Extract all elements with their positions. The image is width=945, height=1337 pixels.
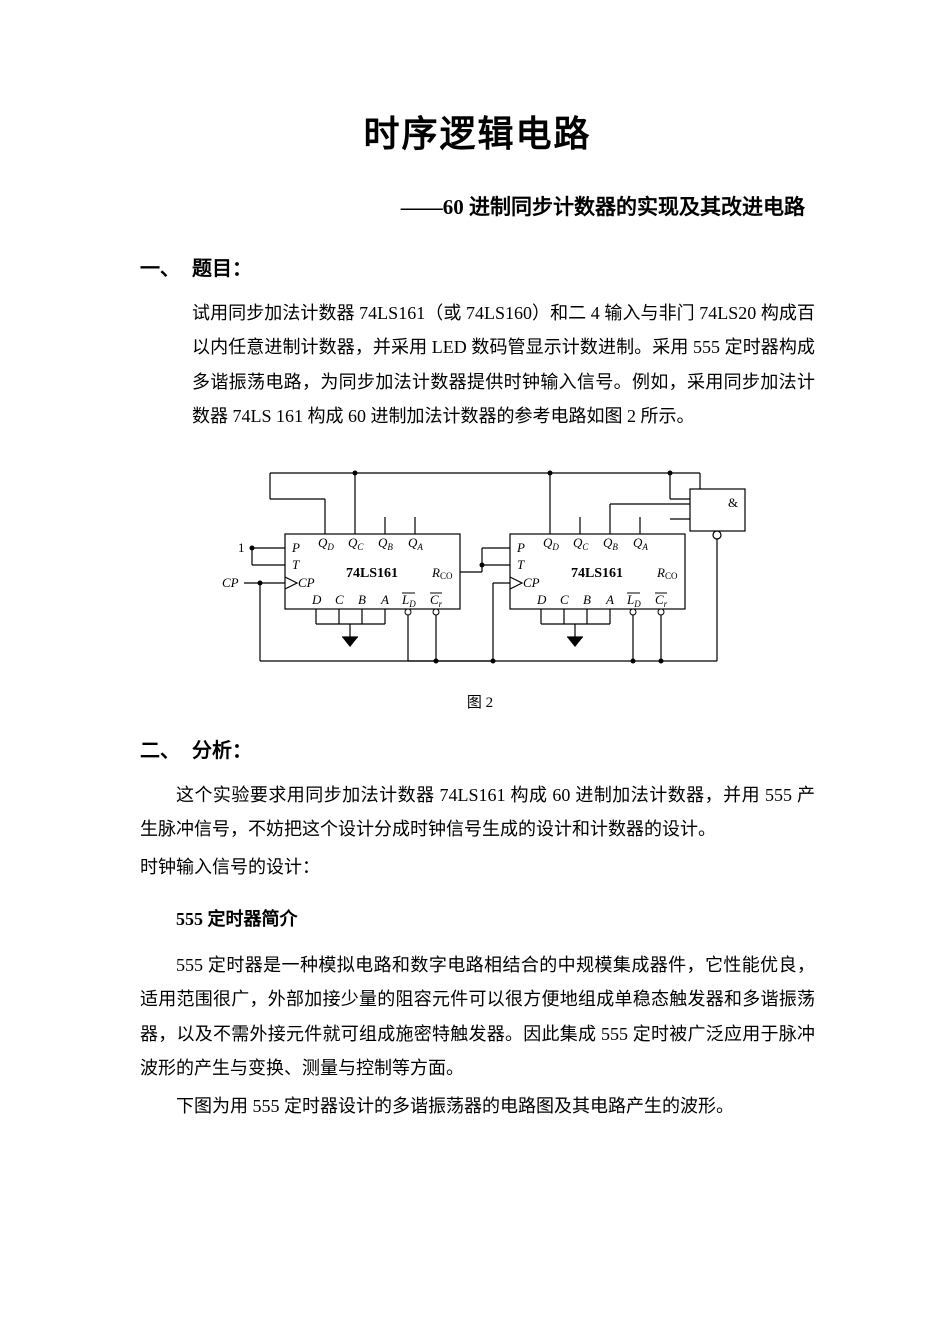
figure-2-caption: 图 2 — [200, 689, 760, 718]
section-2-num: 二、 — [140, 732, 192, 770]
svg-text:QB: QB — [378, 535, 393, 552]
svg-text:B: B — [583, 592, 591, 607]
svg-text:CP: CP — [298, 575, 315, 590]
svg-text:QD: QD — [318, 535, 334, 552]
page: 时序逻辑电路 ——60 进制同步计数器的实现及其改进电路 一、题目： 试用同步加… — [0, 0, 945, 1337]
section-1-num: 一、 — [140, 250, 192, 288]
page-title: 时序逻辑电路 — [140, 100, 815, 168]
chip-1: 74LS161 QD QC QB QA P T CP — [285, 517, 460, 647]
svg-text:T: T — [292, 557, 300, 572]
section-1-body: 试用同步加法计数器 74LS161（或 74LS160）和二 4 输入与非门 7… — [192, 296, 815, 433]
label-cp: CP — [222, 575, 239, 590]
svg-text:LD: LD — [626, 592, 641, 609]
section-2-subheading: 555 定时器简介 — [140, 902, 815, 936]
figure-2-diagram: 74LS161 QD QC QB QA P T CP — [200, 449, 760, 679]
svg-text:P: P — [516, 540, 525, 555]
svg-text:P: P — [291, 540, 300, 555]
chip-1-name: 74LS161 — [346, 566, 398, 581]
section-2-p3: 555 定时器是一种模拟电路和数字电路相结合的中规模集成器件，它性能优良，适用范… — [140, 948, 815, 1085]
section-1-label: 题目： — [192, 258, 252, 280]
svg-text:LD: LD — [401, 592, 416, 609]
section-2-p1: 这个实验要求用同步加法计数器 74LS161 构成 60 进制加法计数器，并用 … — [140, 778, 815, 846]
svg-text:QC: QC — [573, 535, 589, 552]
section-2-p2: 时钟输入信号的设计： — [140, 850, 815, 884]
svg-text:RCO: RCO — [656, 565, 678, 581]
svg-text:D: D — [311, 592, 322, 607]
label-one: 1 — [238, 540, 245, 555]
chip-2: 74LS161 QD QC QB QA P T CP D C — [510, 517, 685, 647]
page-subtitle: ——60 进制同步计数器的实现及其改进电路 — [140, 188, 815, 228]
section-2-p4: 下图为用 555 定时器设计的多谐振荡器的电路图及其电路产生的波形。 — [140, 1089, 815, 1123]
chip-2-name: 74LS161 — [571, 566, 623, 581]
svg-text:T: T — [517, 557, 525, 572]
svg-text:QB: QB — [603, 535, 618, 552]
svg-text:QA: QA — [408, 535, 423, 552]
svg-text:A: A — [380, 592, 389, 607]
section-2-label: 分析： — [192, 740, 252, 762]
svg-text:RCO: RCO — [431, 565, 453, 581]
svg-text:A: A — [605, 592, 614, 607]
section-1-heading: 一、题目： — [140, 250, 815, 288]
svg-text:C: C — [335, 592, 344, 607]
svg-text:C: C — [560, 592, 569, 607]
svg-text:B: B — [358, 592, 366, 607]
svg-text:Cr: Cr — [430, 592, 443, 609]
svg-text:QC: QC — [348, 535, 364, 552]
svg-text:CP: CP — [523, 575, 540, 590]
svg-text:Cr: Cr — [655, 592, 668, 609]
svg-text:QA: QA — [633, 535, 648, 552]
svg-text:QD: QD — [543, 535, 559, 552]
svg-text:&: & — [728, 495, 738, 510]
section-2-heading: 二、分析： — [140, 732, 815, 770]
chip-1-bottom-pins: D C B A LD Cr — [311, 592, 443, 647]
nand-gate: & — [690, 489, 745, 661]
svg-text:D: D — [536, 592, 547, 607]
